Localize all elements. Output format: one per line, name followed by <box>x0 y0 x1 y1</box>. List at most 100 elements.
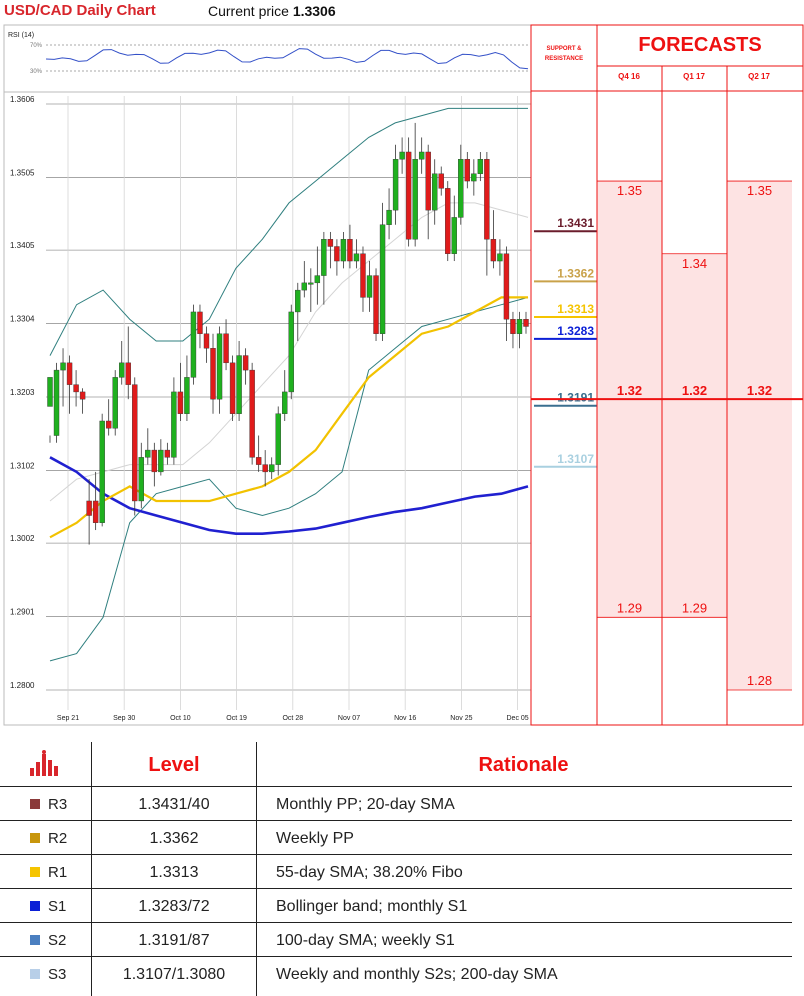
level-column-header: Level <box>148 754 200 776</box>
row-rationale: Monthly PP; 20-day SMA <box>276 796 455 813</box>
candle-body <box>386 209 392 225</box>
candle-body <box>471 173 477 182</box>
candle-body <box>184 377 190 414</box>
x-tick-label: Sep 21 <box>57 715 79 722</box>
row-label: S3 <box>48 966 67 983</box>
row-label: S2 <box>48 932 67 949</box>
y-tick-label: 1.3002 <box>10 534 35 543</box>
table-row: R3 1.3431/40 Monthly PP; 20-day SMA <box>0 786 792 821</box>
row-level: 1.3191/87 <box>138 932 210 949</box>
current-price-value: 1.3306 <box>292 3 336 19</box>
current-price-label: Current price <box>208 3 289 19</box>
r3-swatch <box>30 799 40 809</box>
bollinger-lower-line <box>49 296 529 662</box>
forecast-low-value: 1.29 <box>682 600 707 615</box>
candle-body <box>151 449 158 473</box>
forecast-col-q1-17: Q1 17 <box>683 72 705 81</box>
support-resistance-column <box>530 24 598 726</box>
candle-body <box>458 159 464 218</box>
forecast-low-value: 1.28 <box>747 673 772 688</box>
candle-body <box>282 391 288 414</box>
candle-body <box>53 369 60 436</box>
x-tick-label: Oct 19 <box>226 715 247 722</box>
bollinger-upper-line <box>49 107 528 356</box>
candle-body <box>216 333 223 400</box>
candle-body <box>158 449 164 473</box>
candle-body <box>177 391 184 414</box>
rationale-column-header: Rationale <box>478 754 569 776</box>
sr-level-value: 1.3313 <box>557 302 594 316</box>
sr-level-value: 1.3431 <box>557 216 594 230</box>
candle-body <box>308 282 314 285</box>
sr-level-value: 1.3362 <box>557 266 594 280</box>
forecast-col-q4-16: Q4 16 <box>618 72 640 81</box>
x-tick-label: Oct 10 <box>170 715 191 722</box>
row-rationale: Weekly PP <box>276 830 354 847</box>
forecast-low-value: 1.29 <box>617 600 642 615</box>
candle-body <box>132 384 138 502</box>
x-tick-label: Sep 30 <box>113 715 135 722</box>
candle-body <box>334 246 340 262</box>
forecast-mid-value: 1.32 <box>682 383 707 398</box>
candle-body <box>497 253 503 262</box>
candle-body <box>268 464 275 473</box>
table-divider <box>256 742 257 996</box>
candle-body <box>210 348 216 400</box>
forecast-col-q2-17: Q2 17 <box>748 72 770 81</box>
candle-body <box>138 457 144 502</box>
candle-body <box>197 311 203 334</box>
candle-body <box>399 151 405 160</box>
candle-body <box>73 384 79 393</box>
row-label: R2 <box>48 830 68 847</box>
candle-body <box>373 275 379 334</box>
x-tick-label: Nov 25 <box>450 715 472 722</box>
row-rationale: Weekly and monthly S2s; 200-day SMA <box>276 966 558 983</box>
candle-body <box>432 173 438 211</box>
candle-body <box>360 253 366 298</box>
table-row: S3 1.3107/1.3080 Weekly and monthly S2s;… <box>0 956 792 991</box>
forecast-high-value: 1.35 <box>747 183 772 198</box>
table-header: Level Rationale <box>0 742 804 786</box>
y-tick-label: 1.2800 <box>10 681 35 690</box>
candle-body <box>438 173 444 189</box>
sr-level-value: 1.3191 <box>557 391 594 405</box>
forecast-high-value: 1.35 <box>617 183 642 198</box>
forecast-range <box>727 181 792 690</box>
r1-swatch <box>30 867 40 877</box>
candle-body <box>327 239 334 247</box>
y-tick-label: 1.3203 <box>10 388 35 397</box>
candle-body <box>171 391 177 458</box>
sma200-line <box>49 456 529 536</box>
candle-body <box>464 159 471 182</box>
candle-body <box>262 464 268 473</box>
candle-body <box>47 377 53 407</box>
candle-body <box>340 239 347 262</box>
s1-swatch <box>30 901 40 911</box>
candle-body <box>125 362 131 385</box>
row-label: R3 <box>48 796 68 813</box>
forecast-range <box>662 253 727 618</box>
s3-swatch <box>30 969 40 979</box>
candle-body <box>477 159 484 174</box>
rsi-70-label: 70% <box>30 43 43 49</box>
row-rationale: Bollinger band; monthly S1 <box>276 898 468 915</box>
candle-body <box>379 224 386 334</box>
candle-body <box>314 275 321 284</box>
row-level: 1.3362 <box>149 830 199 847</box>
bar-chart-icon <box>30 750 58 776</box>
candle-body <box>347 239 353 262</box>
candle-body <box>503 253 510 320</box>
candle-body <box>484 159 490 240</box>
row-label: R1 <box>48 864 68 881</box>
x-tick-label: Nov 16 <box>394 715 416 722</box>
row-level: 1.3313 <box>149 864 199 881</box>
candle-body <box>275 413 281 465</box>
candle-body <box>418 151 425 160</box>
candle-body <box>236 355 242 414</box>
candle-body <box>79 391 86 400</box>
s2-swatch <box>30 935 40 945</box>
candle-body <box>223 333 229 364</box>
usdcad-chart: RSI (14) 70% 30% 1.3606 1.3505 1.3405 1.3304 1.… <box>3 24 804 726</box>
candle-body <box>60 362 66 371</box>
candle-body <box>516 319 523 334</box>
